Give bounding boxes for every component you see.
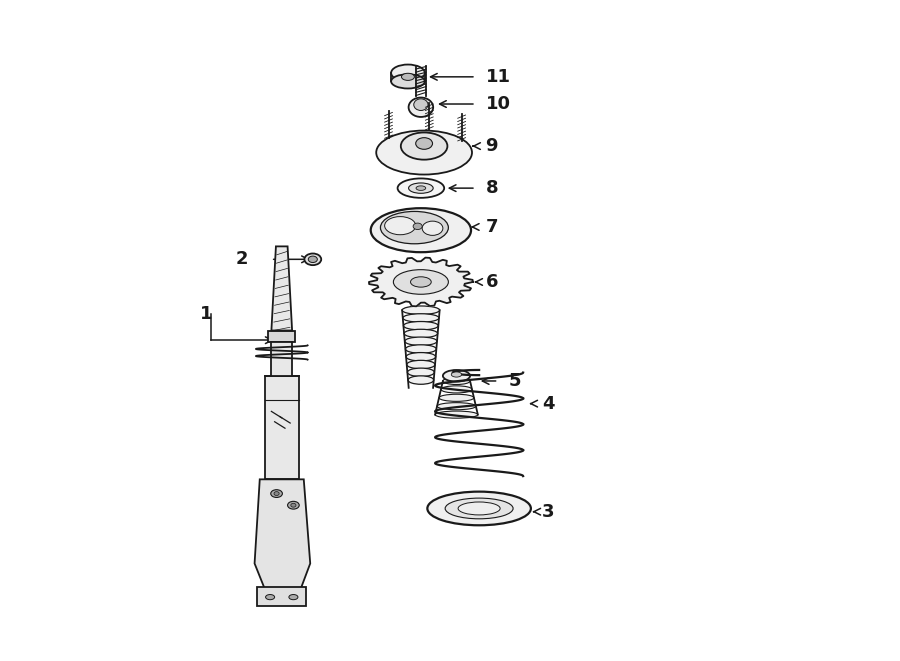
FancyBboxPatch shape	[272, 342, 292, 376]
FancyBboxPatch shape	[257, 588, 306, 605]
Text: 10: 10	[486, 95, 510, 113]
Ellipse shape	[416, 137, 433, 149]
Ellipse shape	[291, 503, 296, 507]
Ellipse shape	[381, 212, 448, 244]
Ellipse shape	[392, 65, 425, 81]
Ellipse shape	[439, 394, 474, 401]
Ellipse shape	[458, 502, 500, 515]
Ellipse shape	[435, 411, 478, 418]
Ellipse shape	[402, 306, 439, 315]
Text: 2: 2	[235, 251, 248, 268]
Ellipse shape	[406, 352, 436, 361]
Ellipse shape	[409, 183, 433, 193]
Polygon shape	[272, 247, 292, 330]
Text: 1: 1	[200, 305, 212, 323]
Ellipse shape	[413, 223, 422, 229]
Polygon shape	[369, 258, 473, 306]
Ellipse shape	[405, 345, 436, 353]
Ellipse shape	[393, 270, 448, 294]
Ellipse shape	[371, 208, 471, 253]
Ellipse shape	[398, 178, 445, 198]
Ellipse shape	[408, 368, 435, 377]
Text: 9: 9	[486, 137, 498, 155]
Ellipse shape	[403, 321, 438, 330]
Ellipse shape	[403, 314, 439, 322]
Ellipse shape	[404, 329, 437, 338]
FancyBboxPatch shape	[265, 376, 299, 479]
Ellipse shape	[416, 186, 426, 190]
Ellipse shape	[443, 370, 470, 381]
Ellipse shape	[376, 130, 472, 175]
Ellipse shape	[400, 132, 447, 160]
Ellipse shape	[409, 98, 433, 117]
Ellipse shape	[274, 492, 279, 496]
Ellipse shape	[309, 256, 318, 262]
Ellipse shape	[446, 498, 513, 519]
Text: 7: 7	[486, 218, 498, 236]
Ellipse shape	[407, 360, 435, 369]
Ellipse shape	[441, 386, 472, 393]
Ellipse shape	[410, 277, 431, 287]
Ellipse shape	[384, 217, 416, 235]
Text: 5: 5	[508, 372, 521, 390]
Ellipse shape	[401, 73, 414, 81]
Ellipse shape	[288, 501, 299, 509]
Text: 4: 4	[542, 395, 554, 412]
Ellipse shape	[304, 254, 321, 265]
Text: 8: 8	[486, 179, 499, 197]
Ellipse shape	[289, 594, 298, 600]
Ellipse shape	[451, 372, 462, 377]
Ellipse shape	[437, 403, 476, 410]
Polygon shape	[255, 479, 310, 590]
Ellipse shape	[266, 594, 274, 600]
Ellipse shape	[392, 74, 425, 89]
Ellipse shape	[408, 376, 434, 384]
Text: 11: 11	[486, 68, 510, 86]
Ellipse shape	[443, 377, 470, 385]
Ellipse shape	[405, 337, 437, 346]
FancyBboxPatch shape	[268, 330, 295, 342]
Text: 3: 3	[542, 503, 554, 521]
Text: 6: 6	[486, 273, 498, 291]
Ellipse shape	[414, 99, 428, 110]
Ellipse shape	[428, 492, 531, 525]
Ellipse shape	[271, 490, 283, 498]
Ellipse shape	[422, 221, 443, 235]
